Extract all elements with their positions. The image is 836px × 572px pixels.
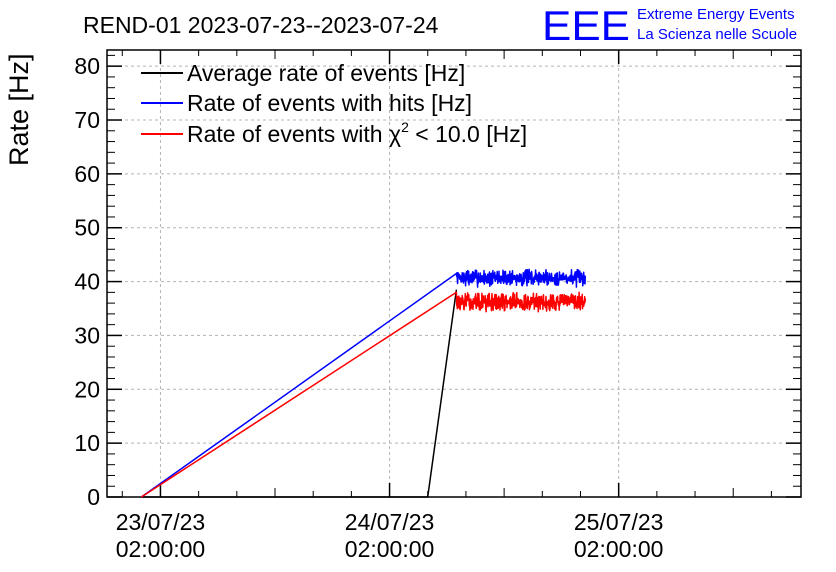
x-tick-time: 02:00:00 [345,536,435,562]
legend-chi2-sup: 2 [401,119,409,135]
legend-label-hits: Rate of events with hits [Hz] [187,90,472,116]
legend-label-chi2: Rate of events with χ2 < 10.0 [Hz] [187,119,527,147]
brand-line-2: La Scienza nelle Scuole [637,26,797,43]
grid [107,50,801,497]
brand-line-1: Extreme Energy Events [637,6,795,23]
chart-title: REND-01 2023-07-23--2023-07-24 [83,12,439,38]
legend-label-average: Average rate of events [Hz] [187,60,465,86]
series-group [140,268,587,498]
legend: Average rate of events [Hz] Rate of even… [141,60,527,147]
x-tick-time: 02:00:00 [574,536,664,562]
x-axis: 23/07/2302:00:0024/07/2302:00:0025/07/23… [116,50,772,562]
y-tick-label: 80 [74,53,100,79]
y-axis-label: Rate [Hz] [4,53,34,166]
x-tick-time: 02:00:00 [116,536,206,562]
y-axis: 0 10 20 30 40 50 60 70 80 [74,53,801,510]
legend-chi2-prefix: Rate of events with χ [187,121,401,147]
y-tick-label: 30 [74,322,100,348]
eee-logo: EEE [542,2,630,49]
series-average-rate [141,289,458,498]
y-tick-label: 10 [74,430,100,456]
legend-chi2-suffix: < 10.0 [Hz] [409,121,527,147]
series-rate-with-hits [140,268,587,498]
y-tick-label: 70 [74,107,100,133]
y-tick-label: 40 [74,269,100,295]
y-tick-label: 60 [74,161,100,187]
y-tick-label: 0 [87,484,100,510]
x-tick-date: 24/07/23 [345,509,435,535]
x-tick-date: 25/07/23 [574,509,664,535]
plot-frame [106,49,802,498]
y-tick-label: 50 [74,215,100,241]
y-tick-label: 20 [74,376,100,402]
series-rate-chi2 [140,291,587,498]
x-tick-date: 23/07/23 [116,509,206,535]
